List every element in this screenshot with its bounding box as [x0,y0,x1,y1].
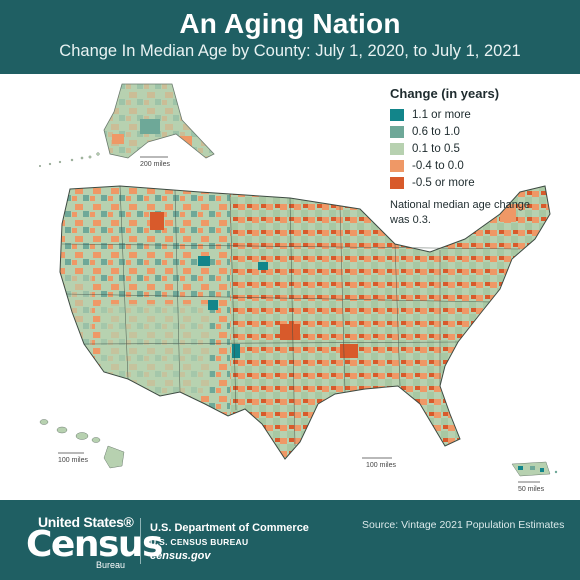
legend-item: -0.5 or more [390,174,570,191]
page-subtitle: Change In Median Age by County: July 1, … [59,42,521,60]
legend-label: -0.5 or more [412,176,475,189]
logo-main-text: Census [26,524,163,565]
legend-swatch [390,125,404,138]
hawaii-scale-label: 100 miles [58,457,88,464]
logo-sub-text: Bureau [96,560,126,570]
alaska-scale-label: 200 miles [140,161,170,168]
header-banner: An Aging Nation Change In Median Age by … [0,0,580,74]
map-area: 200 miles [0,74,580,500]
alaska [104,84,214,158]
legend-label: 0.6 to 1.0 [412,125,460,138]
legend-item: 0.6 to 1.0 [390,123,570,140]
alaska-islands [39,152,100,167]
footer-banner: United States® Census Bureau U.S. Depart… [0,500,580,580]
legend-swatch [390,142,404,155]
legend-item: 0.1 to 0.5 [390,140,570,157]
alaska-scale-bar: 200 miles [140,156,170,168]
legend-item: 1.1 or more [390,106,570,123]
department-name: U.S. Department of Commerce [150,522,309,534]
page-title: An Aging Nation [179,8,401,39]
conus-scale-label: 100 miles [366,462,396,469]
legend-swatch [390,159,404,172]
puerto-rico-scale-label: 50 miles [518,486,545,493]
legend-note: National median age change was 0.3. [390,199,531,226]
legend-label: 1.1 or more [412,108,471,121]
alaska-outline [103,83,215,159]
legend-item: -0.4 to 0.0 [390,157,570,174]
map-legend: Change (in years) 1.1 or more 0.6 to 1.0… [390,86,570,228]
legend-swatch [390,108,404,121]
puerto-rico-scale-bar: 50 miles [518,481,545,493]
census-logo: United States® Census Bureau [26,514,163,570]
hawaii [39,419,125,469]
source-note: Source: Vintage 2021 Population Estimate… [362,519,565,531]
logo-top-text: United States® [38,514,134,530]
puerto-rico [511,461,558,477]
conus-scale-bar: 100 miles [362,457,396,469]
conus-outline [59,185,551,460]
website-link[interactable]: census.gov [150,550,211,562]
bureau-name: U.S. CENSUS BUREAU [150,537,249,547]
legend-label: 0.1 to 0.5 [412,142,460,155]
hawaii-scale-bar: 100 miles [58,452,88,464]
footer-divider [140,518,141,564]
legend-swatch [390,176,404,189]
legend-label: -0.4 to 0.0 [412,159,464,172]
county-map: 200 miles [39,83,558,493]
legend-title: Change (in years) [390,86,500,101]
state-borders [61,185,521,447]
